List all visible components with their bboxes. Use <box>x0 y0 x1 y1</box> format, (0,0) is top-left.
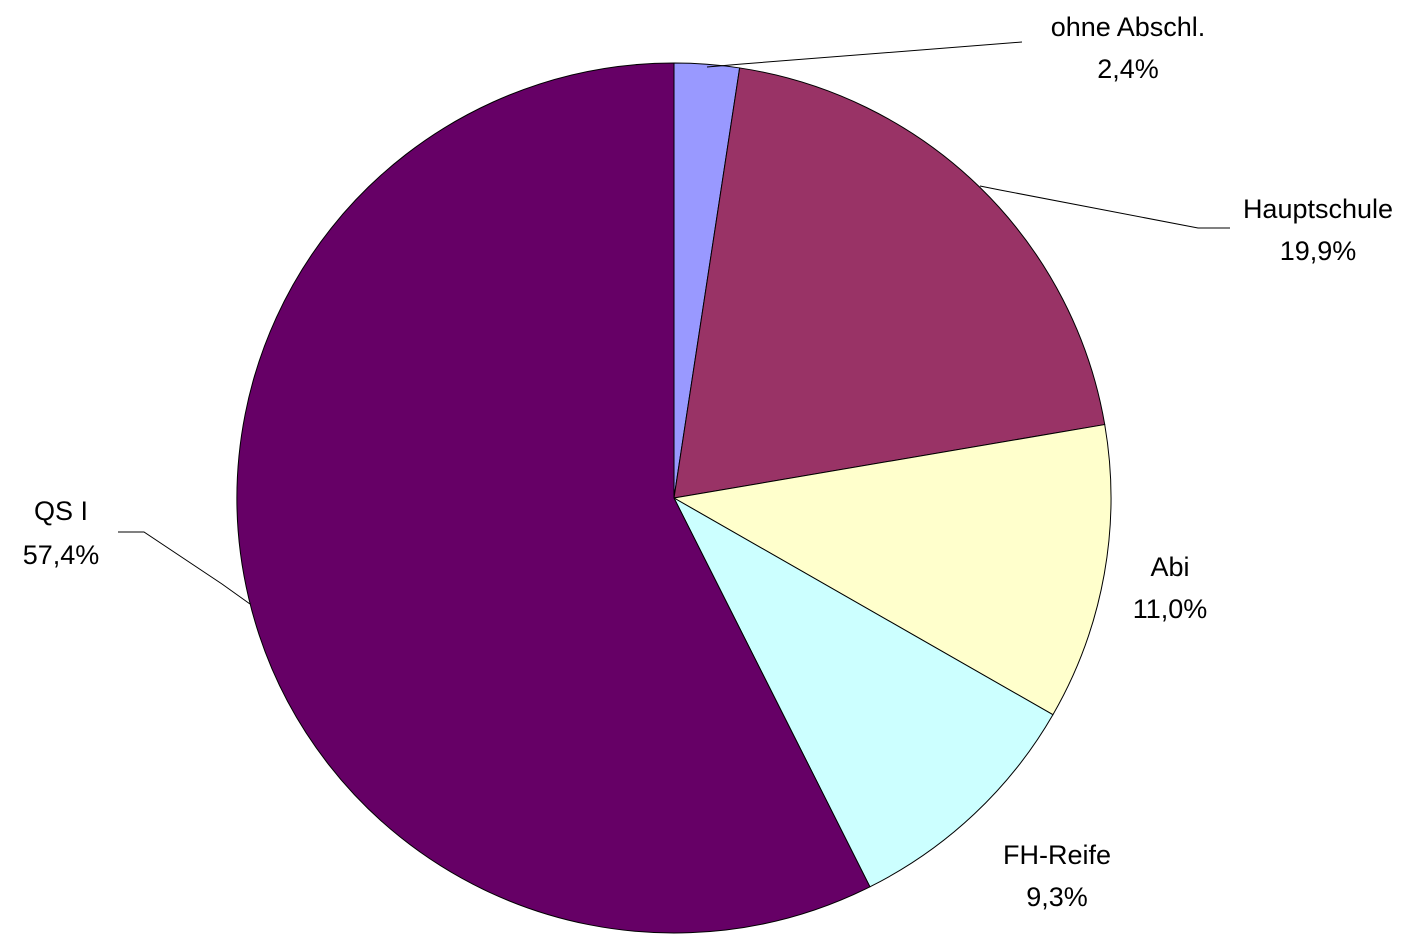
pie-slice-fh-reife <box>673 497 1054 888</box>
slice-value-qs-i: 57,4% <box>23 540 100 570</box>
slice-value-ohne-abschl: 2,4% <box>1097 54 1159 84</box>
leader-line-hauptschule <box>979 185 1230 229</box>
leader-lines <box>118 41 1230 605</box>
pie-slice-qs-i <box>236 62 871 934</box>
leader-line-qs-i <box>118 531 251 605</box>
pie-slice-abi <box>673 424 1112 716</box>
slice-value-hauptschule: 19,9% <box>1280 236 1357 266</box>
slice-label-abi: Abi <box>1150 552 1189 582</box>
slice-labels: ohne Abschl. 2,4% Hauptschule 19,9% Abi … <box>23 12 1393 912</box>
slice-label-fh-reife: FH-Reife <box>1003 840 1111 870</box>
slice-label-qs-i: QS I <box>34 496 88 526</box>
slice-label-ohne-abschl: ohne Abschl. <box>1051 12 1206 42</box>
pie-slice-hauptschule <box>673 67 1106 499</box>
leader-line-ohne-abschl <box>706 41 1023 68</box>
slice-value-fh-reife: 9,3% <box>1026 882 1088 912</box>
pie-slices <box>236 62 1112 934</box>
slice-value-abi: 11,0% <box>1133 594 1208 624</box>
slice-label-hauptschule: Hauptschule <box>1243 194 1393 224</box>
